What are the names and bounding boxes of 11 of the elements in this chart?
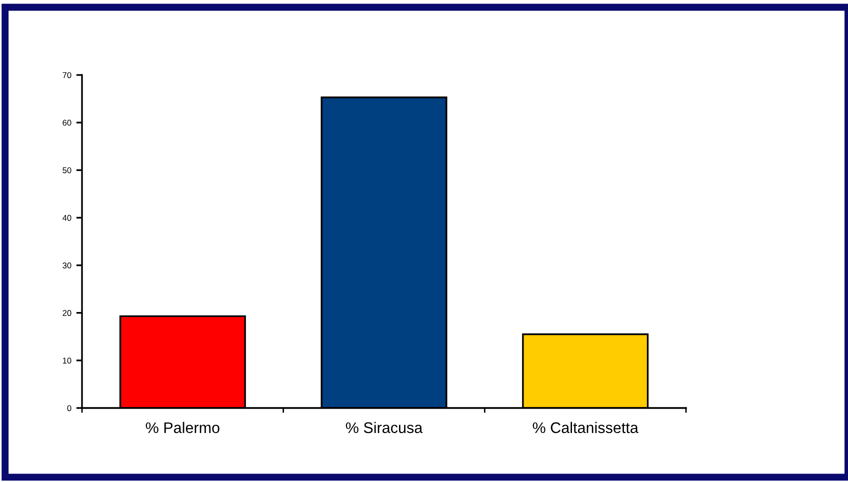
x-tick-label: % Palermo bbox=[146, 422, 220, 434]
y-tick-label: 20 bbox=[62, 310, 72, 316]
y-tick-label: 60 bbox=[62, 120, 72, 126]
y-tick-label: 30 bbox=[62, 262, 72, 268]
y-tick-label: 50 bbox=[62, 167, 72, 174]
y-tick-label: 0 bbox=[67, 405, 72, 412]
x-tick-label: % Caltanissetta bbox=[532, 422, 638, 434]
y-tick-label: 70 bbox=[62, 72, 72, 78]
x-tick-label: % Siracusa bbox=[346, 422, 423, 434]
y-tick-label: 10 bbox=[62, 358, 72, 364]
y-tick-label: 40 bbox=[62, 214, 72, 221]
